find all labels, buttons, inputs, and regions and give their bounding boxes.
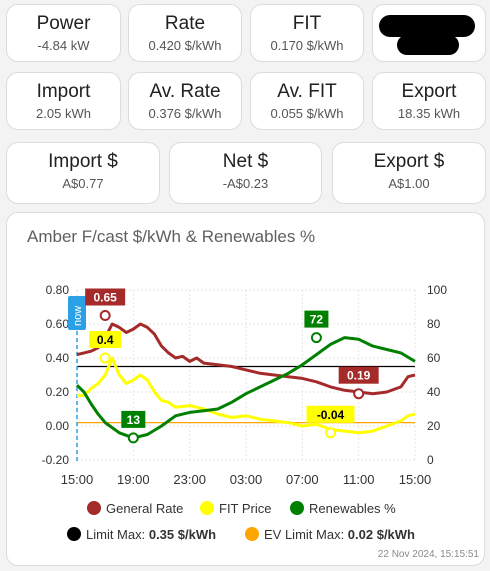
now-badge bbox=[68, 296, 86, 330]
redacted-tile[interactable] bbox=[372, 4, 486, 62]
annotation-marker bbox=[99, 310, 111, 321]
now-label: now bbox=[72, 306, 84, 326]
y-right-tick-label: 40 bbox=[427, 385, 441, 399]
annotation-label: 0.4 bbox=[97, 333, 114, 347]
net-cost-title: Net $ bbox=[222, 151, 269, 172]
annotation-badge bbox=[89, 331, 122, 348]
annotation-marker bbox=[127, 432, 139, 444]
av-fit-value: 0.055 $/kWh bbox=[270, 106, 344, 121]
power-value: -4.84 kW bbox=[37, 38, 90, 53]
annotation-label: 13 bbox=[127, 413, 141, 427]
redaction-mark bbox=[397, 35, 459, 55]
annotation-label: -0.04 bbox=[317, 408, 345, 422]
y-right-tick-label: 100 bbox=[427, 283, 447, 297]
x-tick-label: 15:00 bbox=[61, 472, 94, 487]
power-tile[interactable]: Power -4.84 kW bbox=[6, 4, 121, 62]
annotation-marker bbox=[325, 427, 336, 439]
annotation-label: 0.65 bbox=[93, 291, 117, 305]
annotation-marker bbox=[99, 352, 111, 364]
export-tile[interactable]: Export 18.35 kWh bbox=[372, 72, 486, 130]
legend-swatch bbox=[290, 501, 304, 515]
chart-title: Amber F/cast $/kWh & Renewables % bbox=[27, 227, 316, 246]
y-right-tick-label: 0 bbox=[427, 453, 434, 467]
power-title: Power bbox=[36, 13, 91, 34]
export-cost-tile[interactable]: Export $ A$1.00 bbox=[332, 142, 486, 204]
export-cost-title: Export $ bbox=[373, 151, 445, 172]
fit-value: 0.170 $/kWh bbox=[270, 38, 344, 53]
forecast-chart[interactable]: 0.80 100 0.60 80 0.40 60 0.20 40 0.00 20 -0.20 0 15:… bbox=[7, 213, 484, 565]
av-fit-tile[interactable]: Av. FIT 0.055 $/kWh bbox=[250, 72, 364, 130]
series-line bbox=[76, 322, 416, 396]
forecast-chart-card: Amber F/cast $/kWh & Renewables % 0.80 10… bbox=[6, 212, 485, 566]
rate-value: 0.420 $/kWh bbox=[148, 38, 222, 53]
import-title: Import bbox=[36, 81, 91, 102]
av-rate-tile[interactable]: Av. Rate 0.376 $/kWh bbox=[128, 72, 242, 130]
x-tick-label: 15:00 bbox=[399, 472, 432, 487]
annotation-label: 72 bbox=[310, 313, 324, 327]
export-value: 18.35 kWh bbox=[397, 106, 461, 121]
import-value: 2.05 kWh bbox=[36, 106, 91, 121]
annotation-label: 0.19 bbox=[347, 369, 371, 383]
annotation-marker bbox=[353, 388, 365, 400]
import-cost-value: A$0.77 bbox=[62, 176, 104, 191]
x-tick-label: 03:00 bbox=[230, 472, 263, 487]
import-tile[interactable]: Import 2.05 kWh bbox=[6, 72, 121, 130]
legend-label: Renewables % bbox=[309, 501, 396, 516]
av-rate-value: 0.376 $/kWh bbox=[148, 106, 222, 121]
annotation-badge bbox=[121, 410, 146, 428]
legend-label: General Rate bbox=[106, 501, 183, 516]
legend-label: FIT Price bbox=[219, 501, 272, 516]
y-left-tick-label: -0.20 bbox=[42, 453, 70, 467]
x-tick-label: 11:00 bbox=[343, 472, 375, 487]
net-cost-value: -A$0.23 bbox=[222, 176, 269, 191]
y-right-tick-label: 60 bbox=[427, 351, 441, 365]
x-tick-label: 19:00 bbox=[117, 472, 150, 487]
legend-swatch bbox=[87, 501, 101, 515]
annotation-badge bbox=[85, 288, 126, 306]
limit-swatch bbox=[245, 527, 259, 541]
y-left-tick-label: 0.00 bbox=[46, 419, 70, 433]
annotation-badge bbox=[304, 310, 329, 328]
y-left-tick-label: 0.40 bbox=[46, 351, 70, 365]
net-cost-tile[interactable]: Net $ -A$0.23 bbox=[169, 142, 322, 204]
legend-swatch bbox=[200, 501, 214, 515]
av-fit-title: Av. FIT bbox=[277, 81, 337, 102]
annotation-badge bbox=[306, 405, 355, 423]
rate-title: Rate bbox=[164, 13, 206, 34]
limit-swatch bbox=[67, 527, 81, 541]
x-tick-label: 07:00 bbox=[286, 472, 319, 487]
annotation-badge bbox=[338, 366, 379, 384]
rate-tile[interactable]: Rate 0.420 $/kWh bbox=[128, 4, 242, 62]
timestamp: 22 Nov 2024, 15:15:51 bbox=[378, 549, 480, 560]
y-left-tick-label: 0.60 bbox=[46, 317, 70, 331]
export-cost-value: A$1.00 bbox=[388, 176, 430, 191]
import-cost-tile[interactable]: Import $ A$0.77 bbox=[6, 142, 160, 204]
annotation-marker bbox=[310, 332, 322, 344]
y-right-tick-label: 20 bbox=[427, 419, 441, 433]
import-cost-title: Import $ bbox=[48, 151, 118, 172]
series-line bbox=[75, 336, 416, 440]
x-tick-label: 23:00 bbox=[173, 472, 206, 487]
y-left-tick-label: 0.20 bbox=[46, 385, 70, 399]
fit-title: FIT bbox=[292, 13, 322, 34]
limit-label: Limit Max: 0.35 $/kWh bbox=[86, 527, 216, 542]
series-line bbox=[77, 356, 416, 435]
export-title: Export bbox=[401, 81, 457, 102]
av-rate-title: Av. Rate bbox=[149, 81, 221, 102]
y-left-tick-label: 0.80 bbox=[46, 283, 70, 297]
limit-label: EV Limit Max: 0.02 $/kWh bbox=[264, 527, 415, 542]
y-right-tick-label: 80 bbox=[427, 317, 441, 331]
redaction-mark bbox=[379, 15, 475, 37]
fit-tile[interactable]: FIT 0.170 $/kWh bbox=[250, 4, 364, 62]
